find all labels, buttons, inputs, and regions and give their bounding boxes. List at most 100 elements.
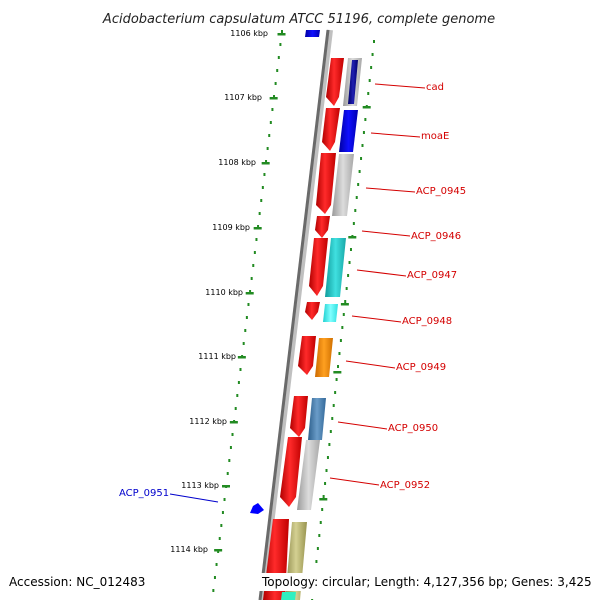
- tick-label-1107: 1107 kbp: [224, 93, 262, 102]
- outer-dot: [319, 521, 322, 524]
- gene-marker-acp0951: [250, 503, 264, 514]
- tick-dot: [258, 212, 261, 215]
- outer-dot: [354, 209, 357, 212]
- tick-dot: [271, 108, 274, 111]
- tick-dot: [249, 290, 252, 293]
- gene-label-acp0947[interactable]: ACP_0947: [407, 270, 457, 281]
- gene-block-acp0947: [325, 238, 346, 297]
- tick-label-1111: 1111 kbp: [198, 352, 236, 361]
- tick-label-1113: 1113 kbp: [181, 481, 219, 490]
- tick-dot: [244, 329, 247, 332]
- tick-dot: [250, 277, 253, 280]
- outer-dot: [328, 443, 331, 446]
- tick-dot: [253, 251, 256, 254]
- tick-label-1106: 1106 kbp: [230, 29, 268, 38]
- outer-tick-5: [319, 498, 328, 501]
- cds-arrow-2: [322, 108, 340, 151]
- tick-label-1114: 1114 kbp: [170, 545, 208, 554]
- gene-label-acp0950[interactable]: ACP_0950: [388, 423, 438, 434]
- gene-block-acp0952: [297, 440, 320, 510]
- gene-block-acp0948: [323, 304, 338, 322]
- gene-label-acp0952[interactable]: ACP_0952: [380, 480, 430, 491]
- gene-block-acp0949: [315, 338, 333, 377]
- major-tick-1: [277, 33, 286, 36]
- map-title: Acidobacterium capsulatum ATCC 51196, co…: [102, 12, 495, 27]
- gene-label-acp0946[interactable]: ACP_0946: [411, 231, 461, 242]
- tick-dot: [269, 121, 272, 124]
- genome-backbone: [258, 29, 330, 600]
- gene-block-track: [281, 58, 362, 600]
- cds-arrow-5: [309, 238, 328, 296]
- outer-dot: [326, 456, 329, 459]
- outer-dot: [348, 261, 351, 264]
- outer-dot: [332, 404, 335, 407]
- outer-dot: [337, 365, 340, 368]
- outer-tick-2: [348, 236, 357, 239]
- cds-arrow-3: [316, 153, 336, 214]
- outer-dot: [339, 339, 342, 342]
- topology-bg: [258, 573, 594, 591]
- outer-dot: [371, 53, 374, 56]
- tick-track: [212, 30, 286, 592]
- outer-dot: [367, 92, 370, 95]
- outer-dot: [357, 183, 360, 186]
- gene-label-acp0945[interactable]: ACP_0945: [416, 186, 466, 197]
- tick-dot: [229, 446, 232, 449]
- gene-label-acp0949[interactable]: ACP_0949: [396, 362, 446, 373]
- tick-dot: [273, 95, 276, 98]
- cds-arrow-4: [315, 216, 330, 238]
- gene-label-moae[interactable]: moaE: [421, 131, 449, 142]
- major-tick-4: [253, 227, 262, 230]
- outer-dot: [342, 313, 345, 316]
- tick-label-1108: 1108 kbp: [218, 158, 256, 167]
- outer-dot: [347, 274, 350, 277]
- tick-dot: [279, 43, 282, 46]
- tick-dot: [247, 303, 250, 306]
- tick-dot: [266, 147, 269, 150]
- outer-dotted-track: [311, 40, 375, 600]
- outer-dot: [362, 131, 365, 134]
- cds-red-track: [263, 58, 344, 600]
- cds-arrow-1: [326, 58, 344, 106]
- outer-dot: [329, 430, 332, 433]
- outer-dot: [364, 118, 367, 121]
- tick-dot: [228, 459, 231, 462]
- gene-label-acp0948[interactable]: ACP_0948: [402, 316, 452, 327]
- tick-dot: [221, 511, 224, 514]
- gene-block-acp0945: [332, 154, 354, 216]
- tick-dot: [223, 498, 226, 501]
- outer-dot: [355, 196, 358, 199]
- outer-dot: [322, 495, 325, 498]
- tick-dot: [263, 173, 266, 176]
- tick-dot: [274, 82, 277, 85]
- outer-dot: [321, 508, 324, 511]
- tick-dot: [281, 30, 283, 33]
- major-tick-6: [237, 356, 246, 359]
- outer-dot: [358, 170, 361, 173]
- outer-dot: [316, 547, 319, 550]
- major-tick-2: [269, 97, 278, 100]
- tick-dot: [265, 160, 268, 163]
- gene-label-cad[interactable]: cad: [426, 82, 444, 93]
- cds-arrow-8: [290, 396, 308, 437]
- cds-arrow-9: [280, 437, 302, 507]
- tick-dot: [213, 576, 216, 579]
- gene-block-cad-inner: [348, 60, 358, 104]
- outer-dot: [324, 482, 327, 485]
- tick-dot: [260, 199, 263, 202]
- outer-tick-1: [362, 106, 371, 109]
- tick-dot: [218, 537, 221, 540]
- outer-dot: [335, 378, 338, 381]
- tick-dot: [261, 186, 264, 189]
- tick-dot: [215, 563, 218, 566]
- gene-top-blue: [305, 30, 320, 37]
- outer-dot: [315, 560, 318, 563]
- gene-block-moae: [339, 110, 358, 152]
- major-tick-5: [245, 292, 254, 295]
- gene-label-acp0951[interactable]: ACP_0951: [119, 488, 169, 499]
- major-tick-8: [222, 485, 230, 488]
- outer-dot: [368, 79, 371, 82]
- outer-dot: [344, 300, 347, 303]
- leader-lines: [329, 83, 426, 486]
